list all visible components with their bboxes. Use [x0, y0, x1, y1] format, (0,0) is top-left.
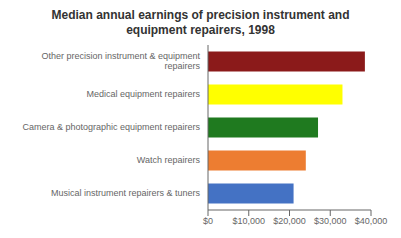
svg-text:Camera & photographic equipmen: Camera & photographic equipment repairer…: [22, 122, 200, 132]
svg-text:$0: $0: [203, 216, 213, 226]
svg-text:$40,000: $40,000: [355, 216, 388, 226]
html-text:Median annual earnings of prec: Median annual earnings of precision inst…: [51, 8, 350, 22]
svg-text:Watch repairers: Watch repairers: [137, 155, 201, 165]
svg-text:$10,000: $10,000: [232, 216, 265, 226]
svg-text:Medical equipment repairers: Medical equipment repairers: [86, 89, 200, 99]
svg-text:$30,000: $30,000: [314, 216, 347, 226]
svg-text:$20,000: $20,000: [273, 216, 306, 226]
svg-text:Other precision instrument & e: Other precision instrument & equipmentre…: [41, 51, 200, 71]
svg-text:Musical instrument repairers &: Musical instrument repairers & tuners: [51, 188, 201, 198]
html-text:equipment repairers, 1998: equipment repairers, 1998: [126, 23, 275, 37]
